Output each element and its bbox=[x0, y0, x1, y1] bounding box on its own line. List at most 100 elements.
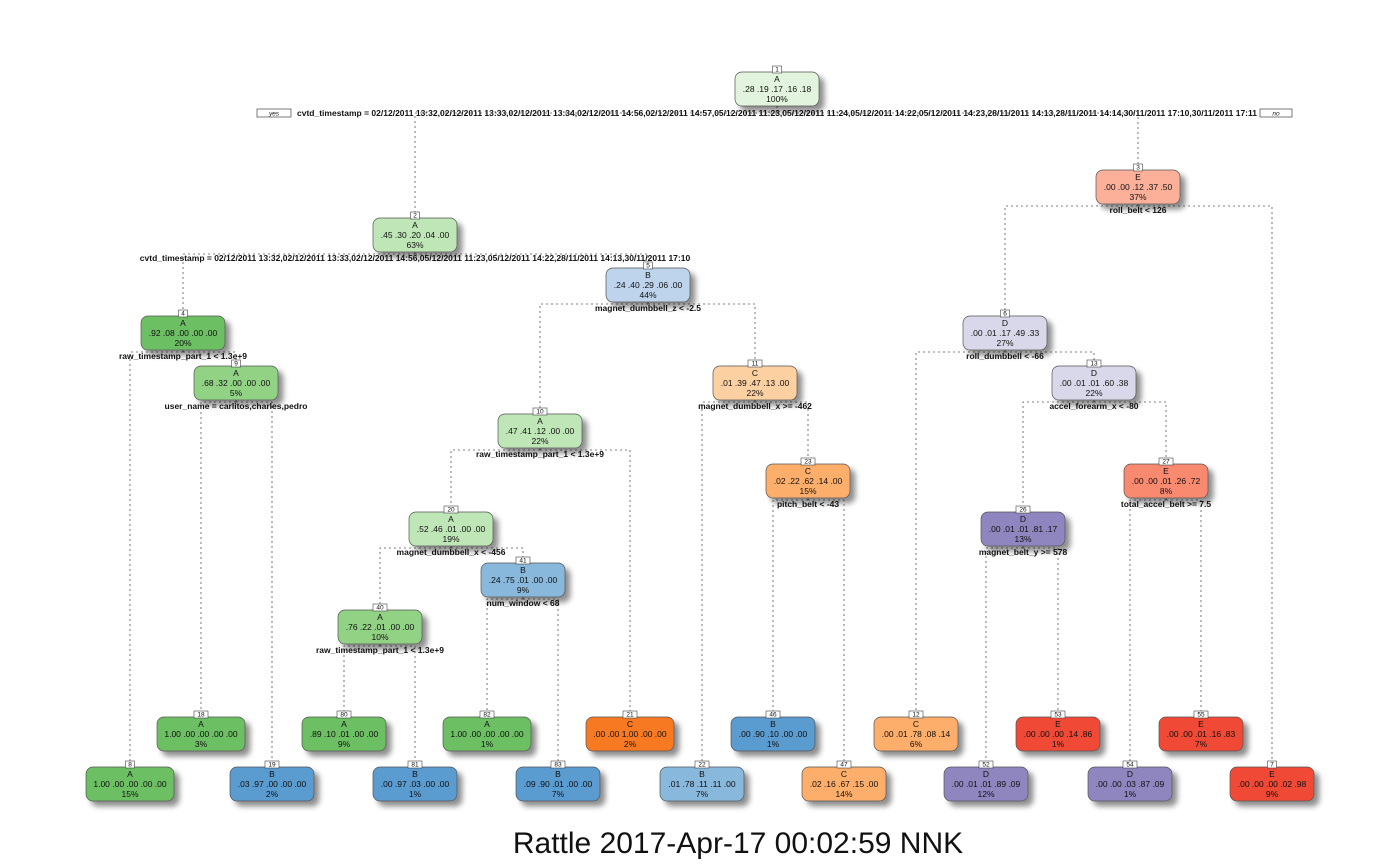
node-class: C bbox=[841, 769, 847, 779]
node-probabilities: .00 .00 .00 .14 .86 bbox=[1024, 729, 1093, 739]
node-number: 18 bbox=[197, 711, 205, 718]
node-class: A bbox=[180, 318, 186, 328]
split-condition-9: user_name = carlitos,charles,pedro bbox=[165, 401, 308, 411]
node-number: 83 bbox=[554, 761, 562, 768]
node-probabilities: 1.00 .00 .00 .00 .00 bbox=[93, 779, 167, 789]
node-number: 55 bbox=[1197, 711, 1205, 718]
node-class: B bbox=[269, 769, 275, 779]
node-percent: 1% bbox=[1124, 789, 1137, 799]
node-class: B bbox=[645, 270, 651, 280]
node-number: 11 bbox=[752, 360, 759, 367]
node-class: C bbox=[913, 719, 919, 729]
node-number-tag bbox=[407, 760, 423, 769]
node-percent: 1% bbox=[481, 739, 494, 749]
node-number: 21 bbox=[626, 711, 634, 718]
node-class: E bbox=[1198, 719, 1204, 729]
node-percent: 7% bbox=[552, 789, 565, 799]
node-class: A bbox=[412, 220, 418, 230]
tree-edge-11-23 bbox=[755, 401, 809, 458]
tree-node-27: 27E.00 .00 .01 .26 .728% bbox=[1123, 457, 1209, 499]
node-number: 41 bbox=[519, 557, 527, 564]
node-class: C bbox=[752, 368, 758, 378]
node-percent: 22% bbox=[531, 436, 548, 446]
node-number-tag bbox=[1122, 760, 1138, 769]
node-class: A bbox=[484, 719, 490, 729]
node-probabilities: .00 .01 .01 .81 .17 bbox=[989, 524, 1058, 534]
node-number-tag bbox=[264, 760, 280, 769]
node-class: A bbox=[233, 368, 239, 378]
node-probabilities: .00 .01 .78 .08 .14 bbox=[882, 729, 951, 739]
split-condition-41: num_window < 68 bbox=[487, 598, 560, 608]
node-class: A bbox=[774, 74, 780, 84]
tree-node-83: 83B.09 .90 .01 .00 .007% bbox=[515, 760, 601, 802]
node-number-tag bbox=[479, 710, 495, 719]
node-percent: 15% bbox=[121, 789, 138, 799]
root-yes-label: yes bbox=[256, 108, 292, 118]
node-probabilities: .00 .01 .01 .60 .38 bbox=[1060, 378, 1129, 388]
split-condition-4: raw_timestamp_part_1 < 1.3e+9 bbox=[119, 351, 247, 361]
tree-edge-41-82 bbox=[486, 598, 523, 711]
tree-node-12: 12C.00 .01 .78 .08 .146% bbox=[873, 710, 959, 752]
node-percent: 22% bbox=[1085, 388, 1102, 398]
node-probabilities: .00 .00 .03 .87 .09 bbox=[1096, 779, 1165, 789]
node-number-tag bbox=[1000, 309, 1010, 318]
node-number-tag bbox=[765, 710, 781, 719]
node-number-tag bbox=[372, 603, 388, 612]
tree-edge-2-4 bbox=[182, 253, 415, 310]
split-condition-20: magnet_dumbbell_x < -456 bbox=[397, 547, 506, 557]
node-number: 6 bbox=[1003, 310, 1007, 317]
tree-node-9: 9A.68 .32 .00 .00 .005% bbox=[193, 359, 279, 401]
node-percent: 5% bbox=[230, 388, 243, 398]
tree-node-53: 53E.00 .00 .00 .14 .861% bbox=[1015, 710, 1101, 752]
node-number: 13 bbox=[1090, 360, 1098, 367]
node-number-tag bbox=[1015, 505, 1031, 514]
node-probabilities: .00 .01 .17 .49 .33 bbox=[971, 328, 1040, 338]
split-condition-23: pitch_belt < -43 bbox=[777, 499, 839, 509]
node-class: B bbox=[412, 769, 418, 779]
tree-edge-13-26 bbox=[1022, 401, 1094, 506]
node-probabilities: .09 .90 .01 .00 .00 bbox=[524, 779, 593, 789]
node-class: B bbox=[520, 565, 526, 575]
node-percent: 7% bbox=[696, 789, 709, 799]
split-condition-6: roll_dumbbell < -66 bbox=[966, 351, 1044, 361]
node-number-tag bbox=[908, 710, 924, 719]
node-number-tag bbox=[1133, 163, 1143, 172]
node-probabilities: .24 .40 .29 .06 .00 bbox=[614, 280, 683, 290]
split-condition-26: magnet_belt_y >= 578 bbox=[979, 547, 1068, 557]
root-no-label: no bbox=[1259, 108, 1293, 118]
node-number-tag bbox=[978, 760, 994, 769]
node-class: E bbox=[1269, 769, 1275, 779]
node-probabilities: .00 .90 .10 .00 .00 bbox=[739, 729, 808, 739]
node-number-tag bbox=[1267, 760, 1277, 769]
tree-node-46: 46B.00 .90 .10 .00 .001% bbox=[730, 710, 816, 752]
node-number-tag bbox=[800, 457, 816, 466]
node-percent: 1% bbox=[1052, 739, 1065, 749]
node-probabilities: .28 .19 .17 .16 .18 bbox=[743, 84, 812, 94]
node-probabilities: 1.00 .00 .00 .00 .00 bbox=[450, 729, 524, 739]
node-number: 3 bbox=[1136, 164, 1140, 171]
node-number: 54 bbox=[1126, 761, 1134, 768]
node-number-tag bbox=[410, 211, 420, 220]
split-condition-5: magnet_dumbbell_z < -2.5 bbox=[595, 303, 701, 313]
node-percent: 9% bbox=[1266, 789, 1279, 799]
node-probabilities: .00 .00 .01 .16 .83 bbox=[1167, 729, 1236, 739]
node-number-tag bbox=[532, 407, 548, 416]
tree-edge-3-6 bbox=[1004, 205, 1138, 310]
node-number: 27 bbox=[1162, 458, 1170, 465]
node-number-tag bbox=[643, 261, 653, 270]
node-class: A bbox=[198, 719, 204, 729]
node-number: 52 bbox=[982, 761, 990, 768]
tree-edge-40-80 bbox=[343, 645, 380, 711]
